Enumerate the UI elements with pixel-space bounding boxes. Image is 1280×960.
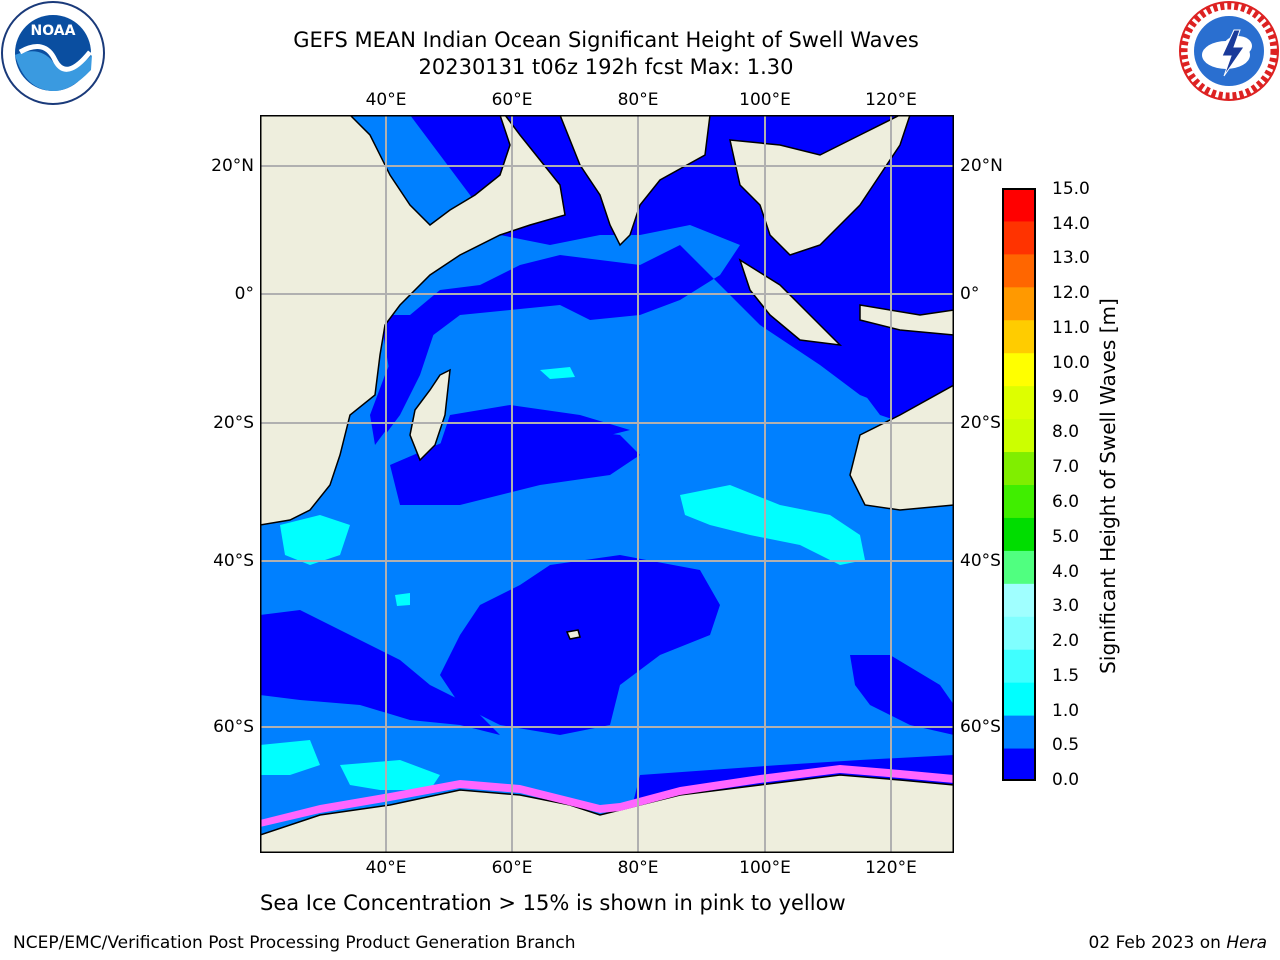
colorbar-segment xyxy=(1002,385,1036,420)
colorbar-tick-10: 8.0 xyxy=(1052,422,1080,442)
noaa-logo-icon: NOAA xyxy=(1,1,105,105)
lat-label-right-60s: 60°S xyxy=(960,717,1001,737)
lon-label-bottom-40e: 40°E xyxy=(365,858,407,878)
lon-label-top-60e: 60°E xyxy=(491,90,533,110)
lat-label-left-0: 0° xyxy=(234,284,254,304)
credit-branch: NCEP/EMC/Verification Post Processing Pr… xyxy=(13,933,576,953)
colorbar-tick-17: 15.0 xyxy=(1052,179,1090,199)
lon-label-top-100e: 100°E xyxy=(739,90,791,110)
colorbar-segment xyxy=(1002,583,1036,617)
map-title-line1: GEFS MEAN Indian Ocean Significant Heigh… xyxy=(293,28,919,52)
colorbar-tick-8: 6.0 xyxy=(1052,492,1080,512)
graticule xyxy=(260,115,954,853)
colorbar-segment xyxy=(1002,220,1036,255)
colorbar-tick-11: 9.0 xyxy=(1052,387,1080,407)
noaa-logo-text: NOAA xyxy=(31,23,76,39)
lon-label-top-40e: 40°E xyxy=(365,90,407,110)
nws-logo-icon xyxy=(1179,1,1279,101)
colorbar-segment xyxy=(1002,188,1036,222)
colorbar-segment xyxy=(1002,748,1036,781)
map-title-line2: 20230131 t06z 192h fcst Max: 1.30 xyxy=(418,55,794,79)
lat-label-right-20s: 20°S xyxy=(960,413,1001,433)
colorbar-tick-6: 4.0 xyxy=(1052,562,1080,582)
colorbar-segment xyxy=(1002,517,1036,551)
credit-host: Hera xyxy=(1226,933,1267,953)
sea-ice-edge xyxy=(260,765,954,827)
colorbar-segment xyxy=(1002,616,1036,650)
colorbar-border xyxy=(1002,188,1036,781)
colorbar-segment xyxy=(1002,418,1036,453)
colorbar-segment xyxy=(1002,451,1036,485)
colorbar-tick-1: 0.5 xyxy=(1052,735,1080,755)
colorbar-segment xyxy=(1002,715,1036,749)
colorbar-tick-16: 14.0 xyxy=(1052,214,1090,234)
colorbar-segment xyxy=(1002,286,1036,321)
colorbar-title: Significant Height of Swell Waves [m] xyxy=(1096,298,1120,674)
colorbar-segment xyxy=(1002,550,1036,584)
lon-label-bottom-100e: 100°E xyxy=(739,858,791,878)
colorbar-segment xyxy=(1002,319,1036,354)
colorbar-segment xyxy=(1002,352,1036,387)
colorbar-tick-0: 0.0 xyxy=(1052,770,1080,790)
sea-ice-note: Sea Ice Concentration > 15% is shown in … xyxy=(260,891,846,915)
lat-label-left-60s: 60°S xyxy=(213,717,254,737)
lat-label-right-20n: 20°N xyxy=(960,156,1003,176)
colorbar-segment xyxy=(1002,253,1036,288)
lat-label-left-40s: 40°S xyxy=(213,551,254,571)
colorbar-tick-9: 7.0 xyxy=(1052,457,1080,477)
lon-label-top-120e: 120°E xyxy=(865,90,917,110)
lat-label-left-20s: 20°S xyxy=(213,413,254,433)
colorbar-tick-5: 3.0 xyxy=(1052,596,1080,616)
credit-date-text: 02 Feb 2023 on xyxy=(1088,933,1227,953)
swell-height-map xyxy=(260,115,954,853)
colorbar-tick-3: 1.5 xyxy=(1052,666,1080,686)
lon-label-bottom-120e: 120°E xyxy=(865,858,917,878)
lat-label-right-40s: 40°S xyxy=(960,551,1001,571)
lat-label-right-0: 0° xyxy=(960,284,980,304)
colorbar-tick-15: 13.0 xyxy=(1052,248,1090,268)
lon-label-top-80e: 80°E xyxy=(617,90,659,110)
colorbar-tick-12: 10.0 xyxy=(1052,353,1090,373)
colorbar-tick-4: 2.0 xyxy=(1052,631,1080,651)
colorbar-tick-7: 5.0 xyxy=(1052,527,1080,547)
colorbar xyxy=(1002,188,1036,781)
colorbar-segment xyxy=(1002,682,1036,716)
colorbar-tick-14: 12.0 xyxy=(1052,283,1090,303)
colorbar-segment xyxy=(1002,484,1036,518)
lat-label-left-20n: 20°N xyxy=(211,156,254,176)
lon-label-bottom-60e: 60°E xyxy=(491,858,533,878)
colorbar-tick-2: 1.0 xyxy=(1052,701,1080,721)
lon-label-bottom-80e: 80°E xyxy=(617,858,659,878)
colorbar-segment xyxy=(1002,649,1036,683)
colorbar-tick-13: 11.0 xyxy=(1052,318,1090,338)
swell-10-15-regions xyxy=(260,367,865,790)
credit-date: 02 Feb 2023 on Hera xyxy=(1089,932,1267,954)
